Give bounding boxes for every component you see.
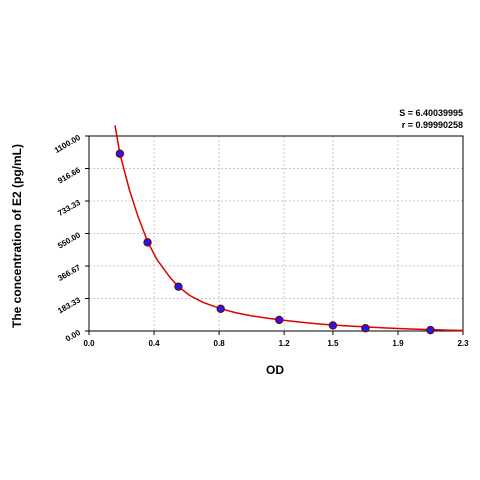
data-points-group: [115, 149, 435, 335]
data-point: [275, 315, 284, 325]
axis-ticks: 0.0 0.4 0.8 1.2 1.5 1.9 2.3 0.00 183.33 366.67 550…: [53, 133, 469, 348]
y-tick-label: 733.33: [56, 198, 82, 218]
y-tick-label: 1100.00: [53, 133, 83, 155]
data-point: [115, 149, 125, 158]
grid-lines: [89, 136, 463, 331]
x-tick-label: 0.0: [83, 339, 95, 348]
x-tick-label: 0.4: [148, 339, 160, 348]
y-tick-label: 183.33: [56, 295, 82, 315]
data-point: [426, 325, 435, 335]
data-point: [143, 238, 152, 247]
data-point: [328, 321, 338, 330]
s-value-label: S = 6.40039995: [399, 108, 463, 118]
data-point: [361, 324, 370, 333]
data-point: [216, 304, 225, 314]
fit-curve-group: [114, 125, 464, 332]
y-axis-title: The concentration of E2 (pg/mL): [10, 144, 24, 328]
x-tick-label: 2.3: [457, 339, 469, 348]
r-value-label: r = 0.99990258: [402, 120, 463, 130]
fit-curve-line: [114, 125, 464, 332]
x-axis-title: OD: [266, 363, 284, 377]
x-tick-label: 1.9: [392, 339, 404, 348]
y-tick-label: 366.67: [56, 263, 82, 283]
x-tick-label: 0.8: [214, 339, 226, 348]
x-tick-label: 1.2: [279, 339, 291, 348]
x-tick-label: 1.5: [327, 339, 339, 348]
y-tick-label: 550.00: [56, 230, 82, 250]
y-tick-label: 0.00: [64, 328, 82, 344]
y-tick-label: 916.66: [56, 165, 82, 185]
data-point: [174, 282, 183, 291]
